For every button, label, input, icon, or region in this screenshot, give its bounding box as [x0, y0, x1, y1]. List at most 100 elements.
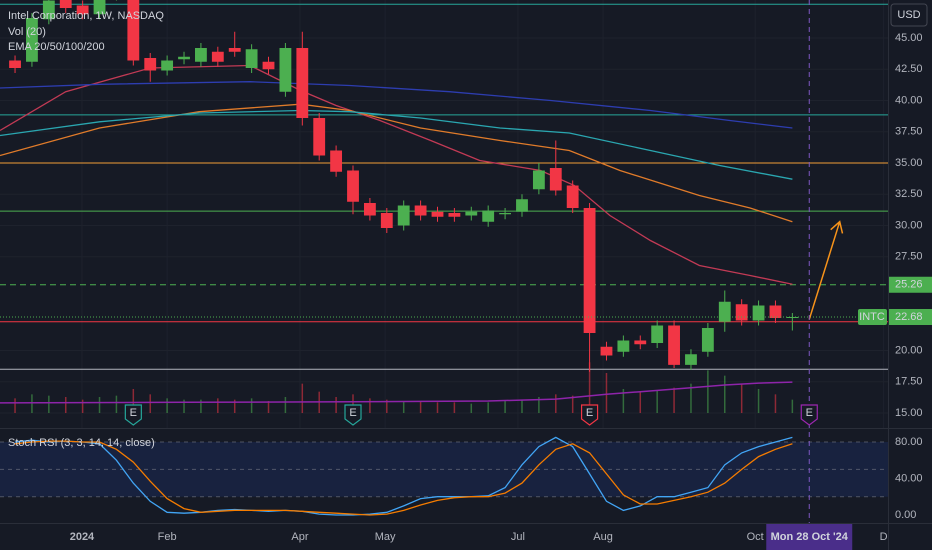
chart-title: Intel Corporation, 1W, NASDAQ: [8, 10, 164, 22]
earnings-label: E: [806, 407, 813, 419]
candle-body: [532, 170, 545, 190]
y-tick-label: 32.50: [895, 188, 923, 200]
main-pane: [0, 0, 888, 413]
x-tick-label: 2024: [70, 531, 95, 543]
earnings-label: E: [349, 407, 356, 419]
candle-body: [482, 210, 495, 222]
candle-body: [76, 5, 89, 15]
ema-legend: EMA 20/50/100/200: [8, 41, 105, 53]
candle-body: [245, 49, 258, 68]
arrow-head: [830, 220, 844, 234]
candle-body: [549, 168, 562, 191]
x-tick-label: Feb: [158, 531, 177, 543]
candle-body: [59, 0, 72, 8]
candle-body: [448, 213, 461, 217]
y-tick-label: 42.50: [895, 63, 923, 75]
x-tick-label: Jul: [511, 531, 525, 543]
candle-body: [701, 328, 714, 352]
currency-box[interactable]: [890, 3, 928, 27]
candle-body: [668, 325, 680, 365]
level-label: 25.26: [895, 279, 923, 291]
candle-body: [178, 56, 190, 60]
candle-body: [499, 213, 512, 215]
volume-legend: Vol (20): [8, 26, 46, 38]
y-tick-label: 45.00: [895, 32, 923, 44]
level-label-box: [889, 276, 932, 293]
candle-body: [363, 203, 376, 216]
earnings-label: E: [130, 407, 137, 419]
candle-body: [347, 170, 359, 202]
overlay: 45.00 42.50 40.00 37.50 35.00 32.50 30.00 27.50…: [70, 0, 932, 550]
earnings-marker: [124, 404, 142, 426]
candle-body: [9, 60, 21, 68]
candle-body: [42, 0, 55, 20]
candle-body: [718, 301, 731, 322]
symbol-label: INTC: [859, 311, 885, 323]
y-tick-label: 40.00: [895, 94, 923, 106]
earnings-marker: [580, 404, 599, 426]
candle-body: [262, 61, 275, 70]
stoch-tick-label: 80.00: [895, 436, 923, 448]
y-tick-label: 30.00: [895, 219, 923, 231]
crosshair-label-box: [766, 524, 853, 550]
x-tick-label: Aug: [593, 531, 613, 543]
candle-body: [161, 60, 174, 71]
y-tick-label: 35.00: [895, 157, 923, 169]
x-tick-label: Oct: [747, 531, 764, 543]
stoch-tick-label: 0.00: [895, 509, 916, 521]
price-label: 22.68: [895, 311, 923, 323]
candle-body: [279, 48, 292, 92]
candle-body: [566, 185, 579, 208]
candle-body: [127, 0, 140, 61]
candle-body: [313, 118, 326, 156]
candle-body: [583, 208, 596, 333]
candle-body: [431, 211, 444, 217]
candle-body: [465, 211, 478, 216]
stoch-pane: [0, 436, 888, 516]
candle-body: [600, 346, 613, 356]
y-tick-label: 27.50: [895, 251, 923, 263]
earnings-marker: [344, 404, 362, 426]
volume-ma: [0, 381, 793, 404]
y-tick-label: 20.00: [895, 344, 923, 356]
candle-body: [380, 213, 393, 228]
candle-body: [752, 305, 765, 321]
crosshair-label: Mon 28 Oct '24: [771, 531, 849, 543]
candle-body: [296, 48, 309, 118]
x-tick-label: Apr: [291, 531, 308, 543]
candle-body: [195, 48, 207, 62]
y-tick-label: 15.00: [895, 407, 923, 419]
candle-body: [617, 340, 630, 352]
x-tick-label: D: [880, 531, 888, 543]
candle-body: [634, 340, 647, 345]
stoch-legend: Stoch RSI (3, 3, 14, 14, close): [8, 437, 155, 449]
ema-line: [0, 81, 793, 129]
candle-body: [397, 205, 410, 226]
candle-body: [769, 305, 782, 318]
y-tick-label: 17.50: [895, 376, 923, 388]
candle-body: [211, 51, 224, 62]
candle-body: [93, 0, 106, 15]
candle-body: [685, 354, 697, 365]
earnings-marker: [800, 404, 818, 426]
candle-body: [735, 304, 748, 321]
x-tick-label: May: [375, 531, 396, 543]
candle-body: [651, 325, 664, 343]
candle-body: [414, 205, 427, 216]
y-tick-label: 37.50: [895, 126, 923, 138]
ema-line: [0, 64, 793, 285]
earnings-label: E: [586, 407, 593, 419]
stoch-line: [14, 440, 793, 516]
currency[interactable]: USD: [897, 9, 920, 21]
stoch-tick-label: 40.00: [895, 472, 923, 484]
candle-body: [144, 58, 157, 71]
candle-body: [330, 150, 343, 172]
ema-line: [0, 109, 793, 180]
candle-body: [26, 18, 38, 62]
symbol-box: [858, 309, 887, 325]
arrow-line: [808, 221, 841, 320]
stoch-line: [14, 436, 793, 516]
candle-body: [516, 199, 528, 212]
